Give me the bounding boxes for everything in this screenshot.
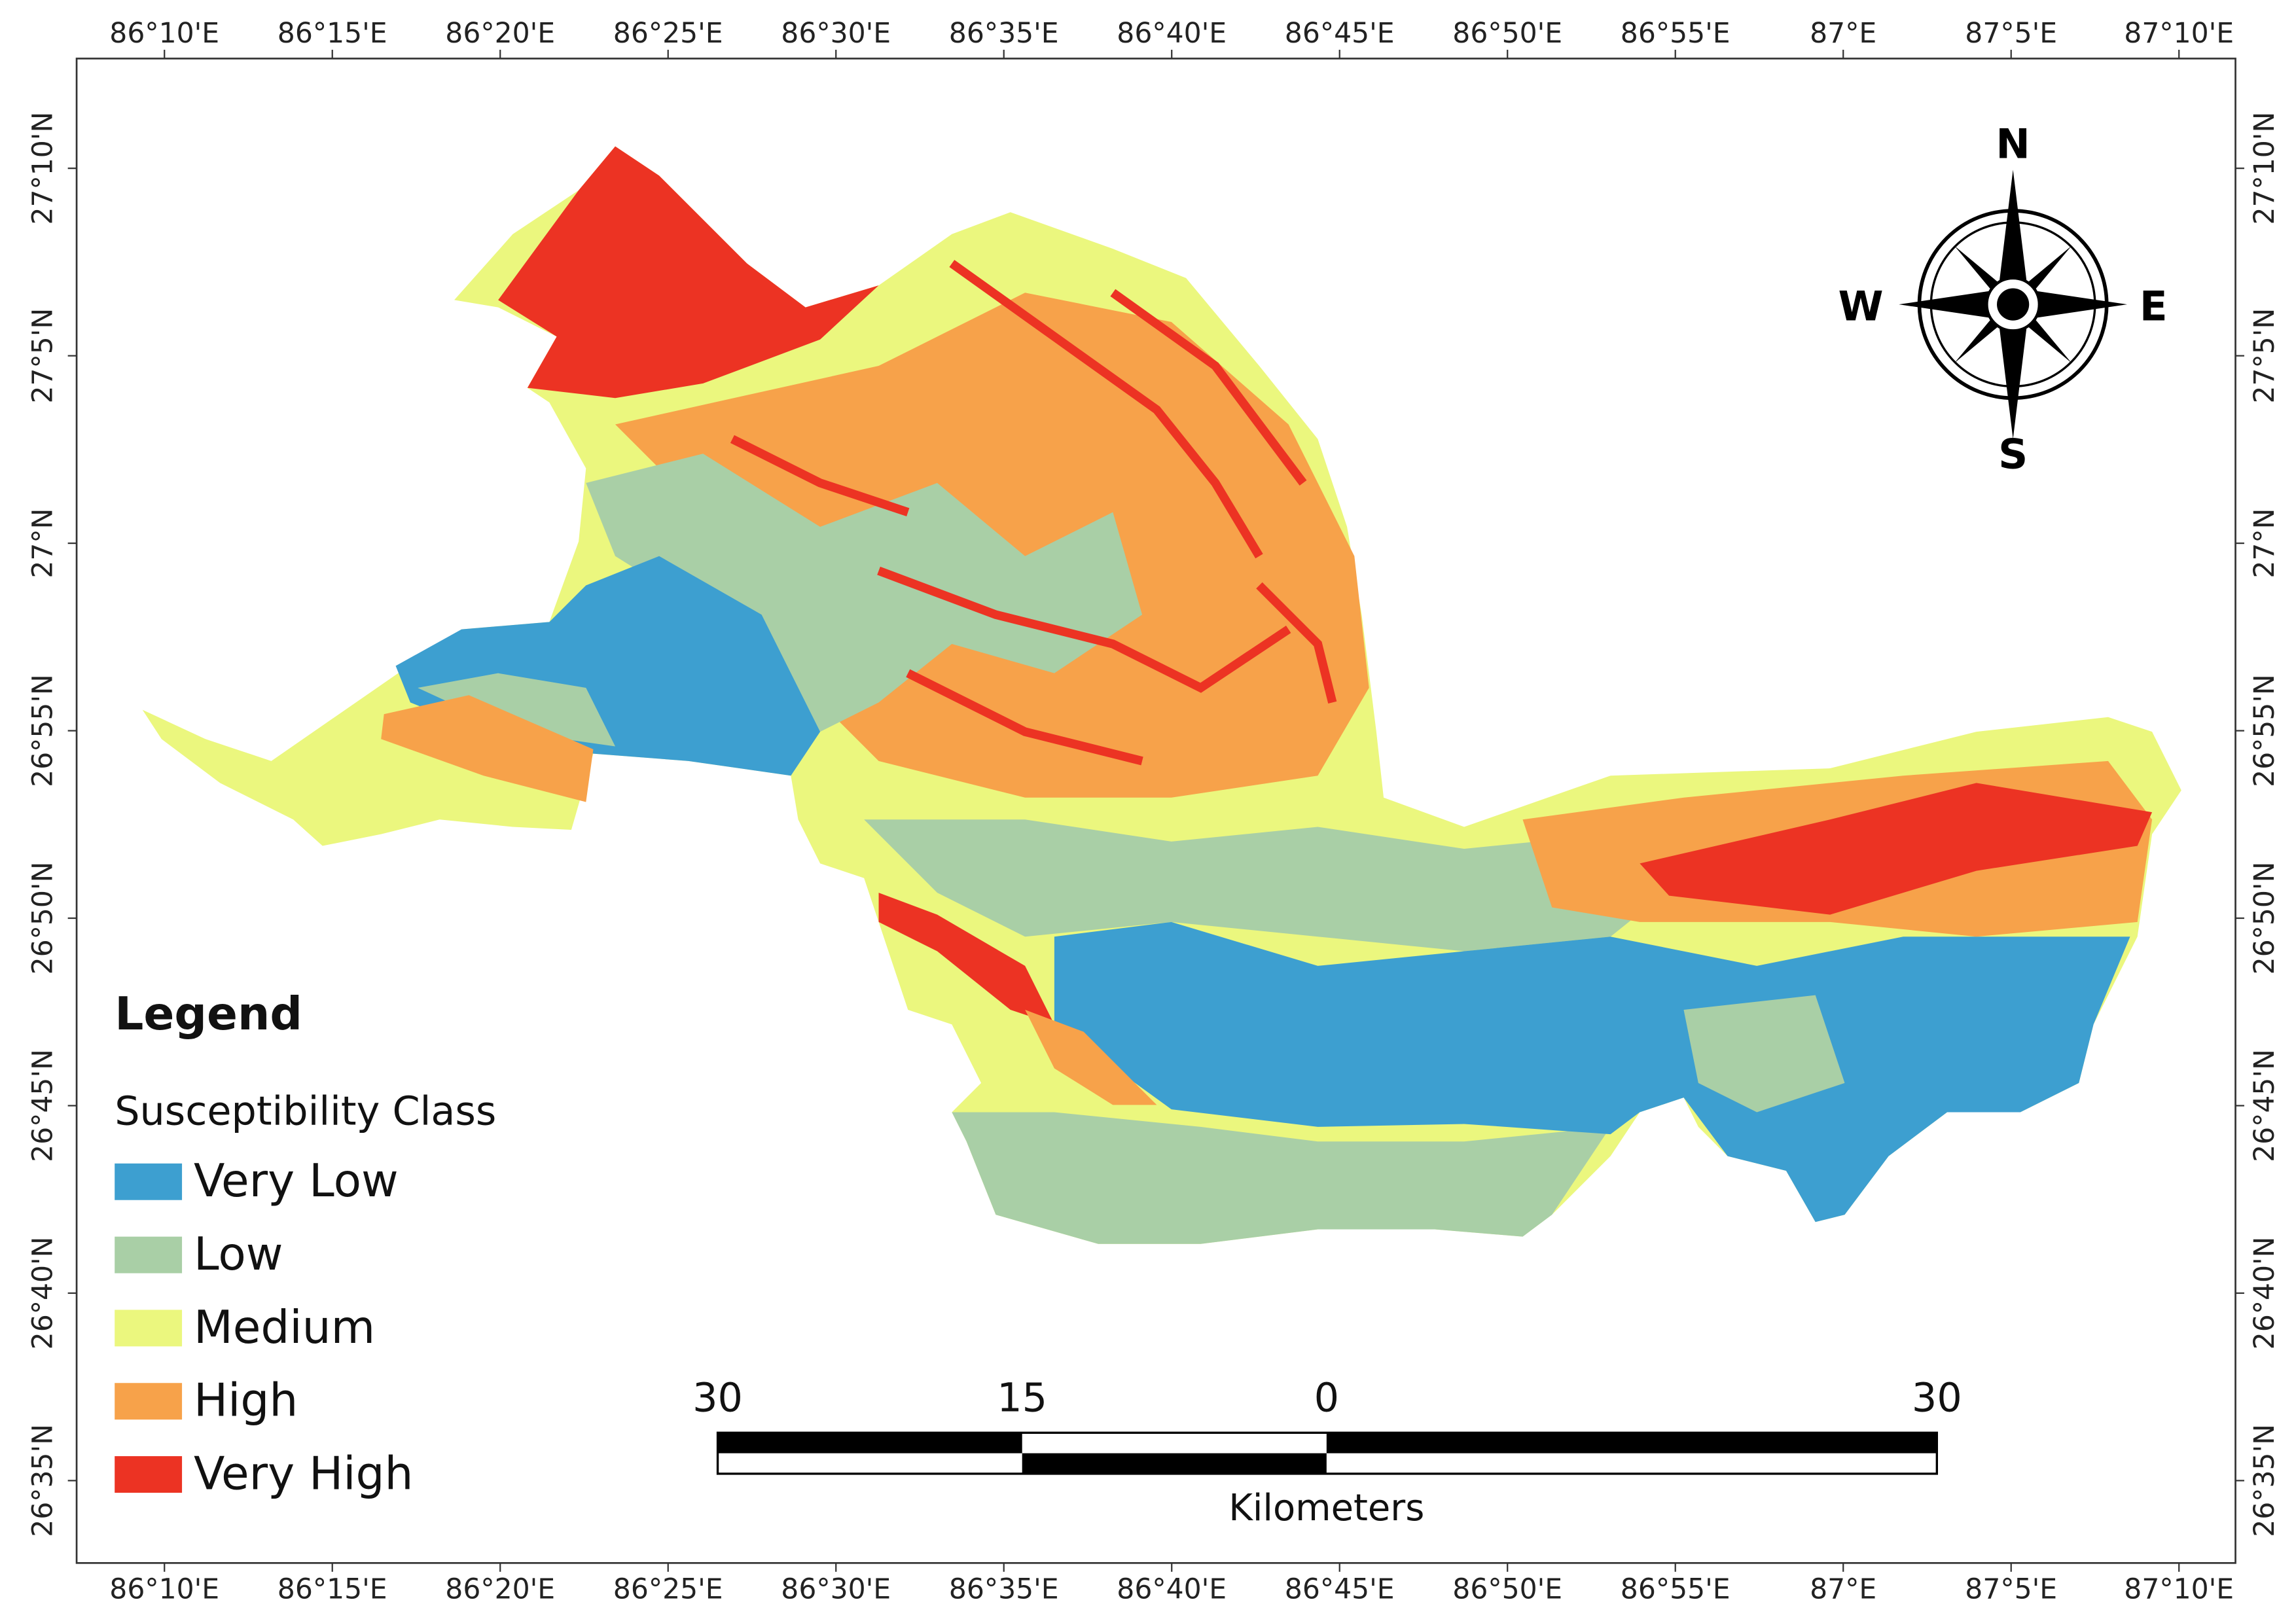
map-streak: [877, 566, 1291, 693]
right-axis-label: 27°5'N: [2249, 308, 2281, 404]
compass-e: E: [2140, 283, 2168, 330]
compass-w: W: [1839, 283, 1884, 330]
map-streaks: [730, 260, 1337, 766]
right-axis-label: 26°40'N: [2249, 1237, 2281, 1350]
top-axis-label: 86°35'E: [949, 18, 1059, 50]
left-axis-label: 26°40'N: [27, 1237, 59, 1350]
bottom-axis-label: 87°E: [1810, 1573, 1876, 1605]
top-axis-label: 87°10'E: [2124, 18, 2234, 50]
map-streak: [1256, 582, 1337, 704]
bottom-axis-label: 86°45'E: [1285, 1573, 1395, 1605]
bottom-axis-label: 86°40'E: [1117, 1573, 1227, 1605]
scale-bar-label: 30: [1912, 1376, 1962, 1421]
bottom-axis-label: 86°25'E: [613, 1573, 723, 1605]
bottom-axis-label: 87°10'E: [2124, 1573, 2234, 1605]
left-axis-label: 26°45'N: [27, 1049, 59, 1162]
compass-s: S: [1998, 431, 2028, 478]
scale-bar-label: 30: [692, 1376, 743, 1421]
scale-bar-segment: [1022, 1453, 1327, 1474]
scale-bar-unit: Kilometers: [1229, 1487, 1424, 1529]
bottom-axis-label: 86°50'E: [1452, 1573, 1562, 1605]
right-axis-label: 26°45'N: [2249, 1049, 2281, 1162]
north-arrow: N S E W: [1839, 120, 2168, 478]
compass-n: N: [1996, 120, 2030, 168]
legend-swatch: [115, 1163, 183, 1200]
scale-bar-label: 15: [997, 1376, 1047, 1421]
map-area: [864, 819, 1684, 952]
legend-title: Legend: [115, 988, 302, 1041]
right-axis-label: 26°50'N: [2249, 862, 2281, 975]
top-axis-label: 86°50'E: [1452, 18, 1562, 50]
bottom-axis-label: 86°55'E: [1621, 1573, 1731, 1605]
top-axis-label: 86°30'E: [781, 18, 891, 50]
map-area: [418, 673, 616, 747]
scale-bar-segment: [717, 1433, 1022, 1454]
top-axis-label: 86°45'E: [1285, 18, 1395, 50]
left-axis-label: 26°50'N: [27, 862, 59, 975]
map-area: [1683, 995, 1845, 1113]
top-axis-label: 86°10'E: [109, 18, 219, 50]
legend-swatch: [115, 1383, 183, 1420]
bottom-axis-label: 87°5'E: [1965, 1573, 2057, 1605]
scale-bar-segment: [1326, 1433, 1937, 1454]
left-axis-label: 27°N: [27, 508, 59, 579]
map-streak: [1110, 289, 1307, 486]
bottom-axis-label: 86°15'E: [278, 1573, 387, 1605]
map-streak: [949, 260, 1263, 559]
map-area: [381, 695, 594, 802]
susceptibility-map: [142, 146, 2181, 1244]
map-area: [586, 454, 1143, 732]
scale-bar-label: 0: [1314, 1376, 1339, 1421]
right-axis-label: 26°35'N: [2249, 1424, 2281, 1537]
top-axis-label: 86°55'E: [1621, 18, 1731, 50]
map-streak: [906, 669, 1143, 766]
legend-label: Low: [194, 1228, 283, 1281]
right-axis-label: 27°N: [2249, 508, 2281, 579]
top-axis-label: 86°25'E: [613, 18, 723, 50]
bottom-axis-label: 86°10'E: [109, 1573, 219, 1605]
scale-bar: Kilometers 30 15 0 30: [692, 1376, 1962, 1529]
left-axis-label: 27°5'N: [27, 308, 59, 404]
map-area: [1025, 1010, 1157, 1105]
legend-label: High: [194, 1375, 298, 1427]
left-axis-label: 26°35'N: [27, 1424, 59, 1537]
top-axis-label: 87°E: [1810, 18, 1876, 50]
map-streak: [730, 435, 910, 517]
right-axis-label: 26°55'N: [2249, 674, 2281, 787]
compass-star: [1954, 245, 2072, 363]
map-area: [952, 1112, 1611, 1244]
map-area: [498, 146, 879, 399]
top-axis-label: 86°20'E: [445, 18, 555, 50]
bottom-axis-label: 86°30'E: [781, 1573, 891, 1605]
top-axis-label: 86°40'E: [1117, 18, 1227, 50]
legend-swatch: [115, 1236, 183, 1274]
bottom-axis-label: 86°20'E: [445, 1573, 555, 1605]
compass-center: [1997, 288, 2030, 321]
legend-label: Very Low: [194, 1155, 399, 1207]
map-area: [878, 893, 1054, 1025]
legend-label: Very High: [194, 1448, 414, 1500]
legend-subtitle: Susceptibility Class: [115, 1088, 496, 1134]
map-area: [1054, 921, 2130, 1222]
legend-swatch: [115, 1310, 183, 1347]
legend-label: Medium: [194, 1302, 375, 1354]
legend-swatch: [115, 1456, 183, 1493]
map-area: [1640, 783, 2153, 915]
top-axis-label: 87°5'E: [1965, 18, 2057, 50]
right-axis-label: 27°10'N: [2249, 112, 2281, 225]
left-axis-label: 27°10'N: [27, 112, 59, 225]
top-axis-label: 86°15'E: [278, 18, 387, 50]
left-axis-label: 26°55'N: [27, 674, 59, 787]
bottom-axis-label: 86°35'E: [949, 1573, 1059, 1605]
